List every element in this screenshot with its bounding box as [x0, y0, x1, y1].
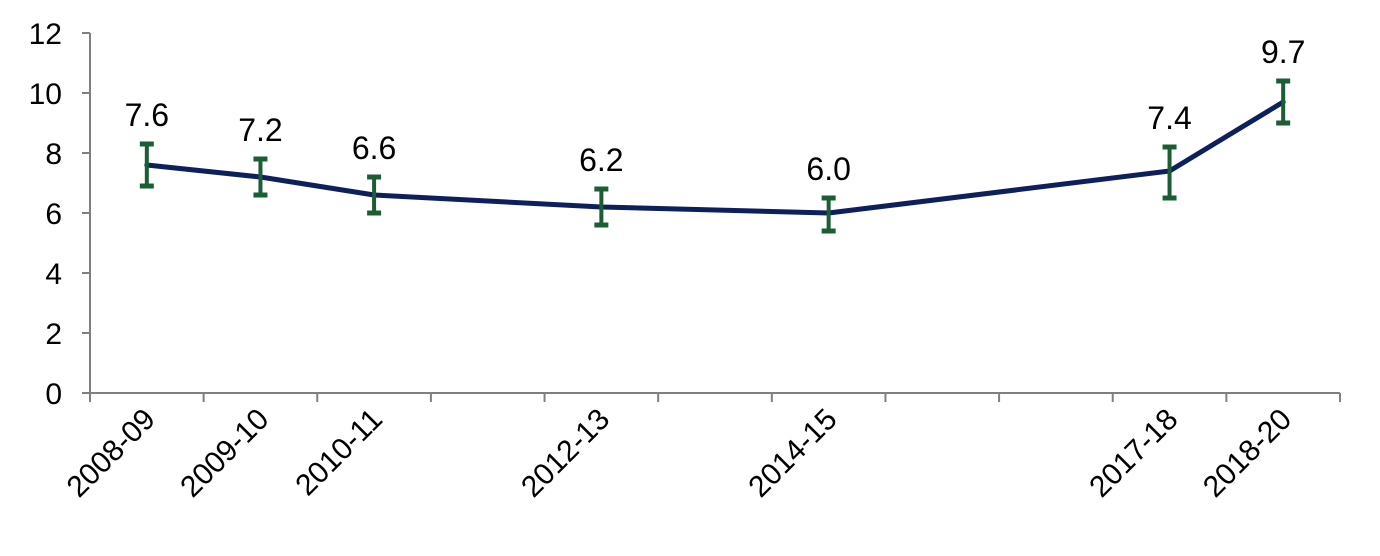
y-tick-label: 8: [45, 138, 62, 171]
data-labels: 7.6 7.2 6.6 6.2 6.0 7.4 9.7: [125, 34, 1306, 187]
y-axis: 0 2 4 6 8 10 12: [29, 18, 91, 411]
y-tick-label: 10: [29, 78, 62, 111]
data-label: 9.7: [1261, 34, 1305, 70]
y-tick-label: 4: [45, 258, 62, 291]
data-label: 7.2: [238, 112, 282, 148]
x-tick-label: 2014-15: [742, 403, 843, 504]
y-tick-label: 2: [45, 318, 62, 351]
y-tick-label: 0: [45, 378, 62, 411]
series-line: [144, 99, 1286, 216]
x-tick-label: 2017-18: [1083, 403, 1184, 504]
x-tick-label: 2009-10: [174, 403, 275, 504]
x-tick-label: 2008-09: [61, 403, 162, 504]
error-bars: [139, 78, 1291, 234]
data-label: 6.6: [352, 130, 396, 166]
x-axis: 2008-09 2009-10 2010-11 2012-13 2014-15 2017-…: [61, 392, 1341, 504]
y-tick-label: 6: [45, 198, 62, 231]
x-tick-label: 2010-11: [289, 403, 389, 503]
data-label: 6.2: [579, 142, 623, 178]
x-tick-label: 2018-20: [1197, 403, 1298, 504]
series-line-group: [144, 99, 1286, 216]
y-tick-label: 12: [29, 18, 62, 51]
x-tick-label: 2012-13: [515, 403, 616, 504]
data-label: 6.0: [806, 151, 850, 187]
data-label: 7.6: [125, 97, 169, 133]
data-label: 7.4: [1147, 100, 1191, 136]
